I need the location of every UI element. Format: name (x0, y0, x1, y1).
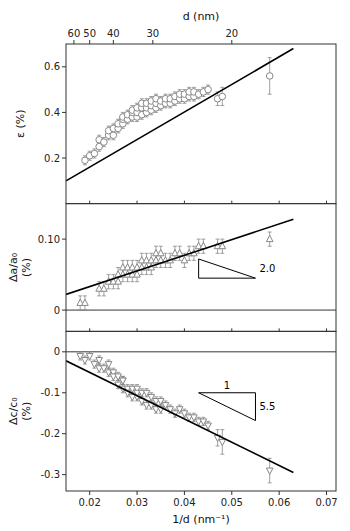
point (96, 358, 103, 364)
x2-tick (113, 40, 114, 44)
plot-area (66, 49, 293, 181)
plot-frame (66, 44, 336, 204)
point (181, 257, 188, 263)
plot-frame (66, 331, 336, 491)
point (82, 299, 89, 305)
fit-line (66, 49, 293, 181)
point (266, 235, 273, 241)
x2-tick-label: 50 (83, 28, 96, 39)
x2-tick-label: 20 (225, 28, 238, 39)
y-tick (62, 310, 66, 311)
panel: 0.2 0.4 0.6 6050 40 30 20 d (nm) ε (%) (14, 10, 337, 204)
point (82, 358, 89, 364)
y-axis-label: ε (%) (14, 110, 27, 138)
x-axis-label: 1/d (nm⁻¹) (172, 513, 230, 526)
point (120, 378, 127, 384)
x2-tick (152, 40, 153, 44)
figure: 0.2 0.4 0.6 6050 40 30 20 d (nm) ε (%) 0 0.10 Δa/a₀… (0, 0, 350, 531)
x-tick-label: 0.05 (221, 497, 243, 508)
y-tick-label: 0.10 (38, 234, 60, 245)
x-tick (279, 491, 280, 495)
panel: -0.3 -0.2 -0.1 0 0.02 0.03 0.04 0.05 0.06 0.07 1/d… (7, 331, 338, 526)
x2-tick (231, 40, 232, 44)
plot-area (66, 352, 336, 483)
point (176, 250, 183, 256)
slope-triangle (199, 259, 256, 278)
y-tick-label: -0.1 (40, 387, 60, 398)
x2-tick-label: 60 (68, 28, 81, 39)
y-tick-label: -0.2 (40, 428, 60, 439)
y-axis-label: Δc/c₀(%) (7, 397, 33, 425)
point (101, 285, 108, 291)
x-tick-label: 0.07 (315, 497, 337, 508)
x2-tick (89, 40, 90, 44)
zero-line (66, 310, 336, 311)
y-tick-label: 0.4 (44, 107, 60, 118)
zero-line (66, 351, 336, 352)
y-tick (62, 474, 66, 475)
point (219, 439, 226, 445)
point (110, 132, 117, 139)
point (91, 150, 98, 157)
point (86, 353, 93, 359)
y-tick (62, 392, 66, 393)
x-tick-label: 0.03 (126, 497, 148, 508)
y-tick-label: -0.3 (40, 469, 60, 480)
y-tick (62, 158, 66, 159)
point (101, 139, 108, 146)
y-tick (62, 239, 66, 240)
x-tick (326, 491, 327, 495)
y-tick-label: 0.6 (44, 61, 60, 72)
y-tick (62, 433, 66, 434)
point (105, 362, 112, 368)
point (120, 378, 127, 384)
point (266, 468, 273, 474)
x2-tick (73, 40, 74, 44)
point (157, 250, 164, 256)
x2-tick-label: 30 (146, 28, 159, 39)
fit-line (66, 219, 293, 294)
y-tick (62, 112, 66, 113)
x-tick-label: 0.06 (268, 497, 290, 508)
point (266, 73, 273, 80)
slope-label: 2.0 (259, 263, 275, 274)
point (115, 278, 122, 284)
slope-triangle (199, 393, 256, 421)
y-tick-label: 0 (54, 346, 60, 357)
fit-line (66, 361, 293, 473)
panel: 0 0.10 Δa/a₀(%) 2.0 (7, 204, 336, 332)
slope-label: 5.5 (259, 401, 275, 412)
point (205, 423, 212, 429)
x2-axis-label: d (nm) (183, 10, 220, 23)
point (219, 93, 226, 100)
slope-label: 1 (224, 380, 230, 391)
y-tick-label: 0.2 (44, 153, 60, 164)
plot-area (66, 219, 336, 310)
y-tick (62, 351, 66, 352)
point (205, 86, 212, 93)
x-tick-label: 0.02 (79, 497, 101, 508)
plot-frame (66, 204, 336, 332)
x-tick-label: 0.04 (173, 497, 195, 508)
x-tick (137, 491, 138, 495)
x2-tick-label: 40 (107, 28, 120, 39)
x-tick (184, 491, 185, 495)
y-tick-label: 0 (54, 305, 60, 316)
x-tick (89, 491, 90, 495)
x-tick (231, 491, 232, 495)
y-axis-label: Δa/a₀(%) (7, 252, 33, 282)
y-tick (62, 66, 66, 67)
